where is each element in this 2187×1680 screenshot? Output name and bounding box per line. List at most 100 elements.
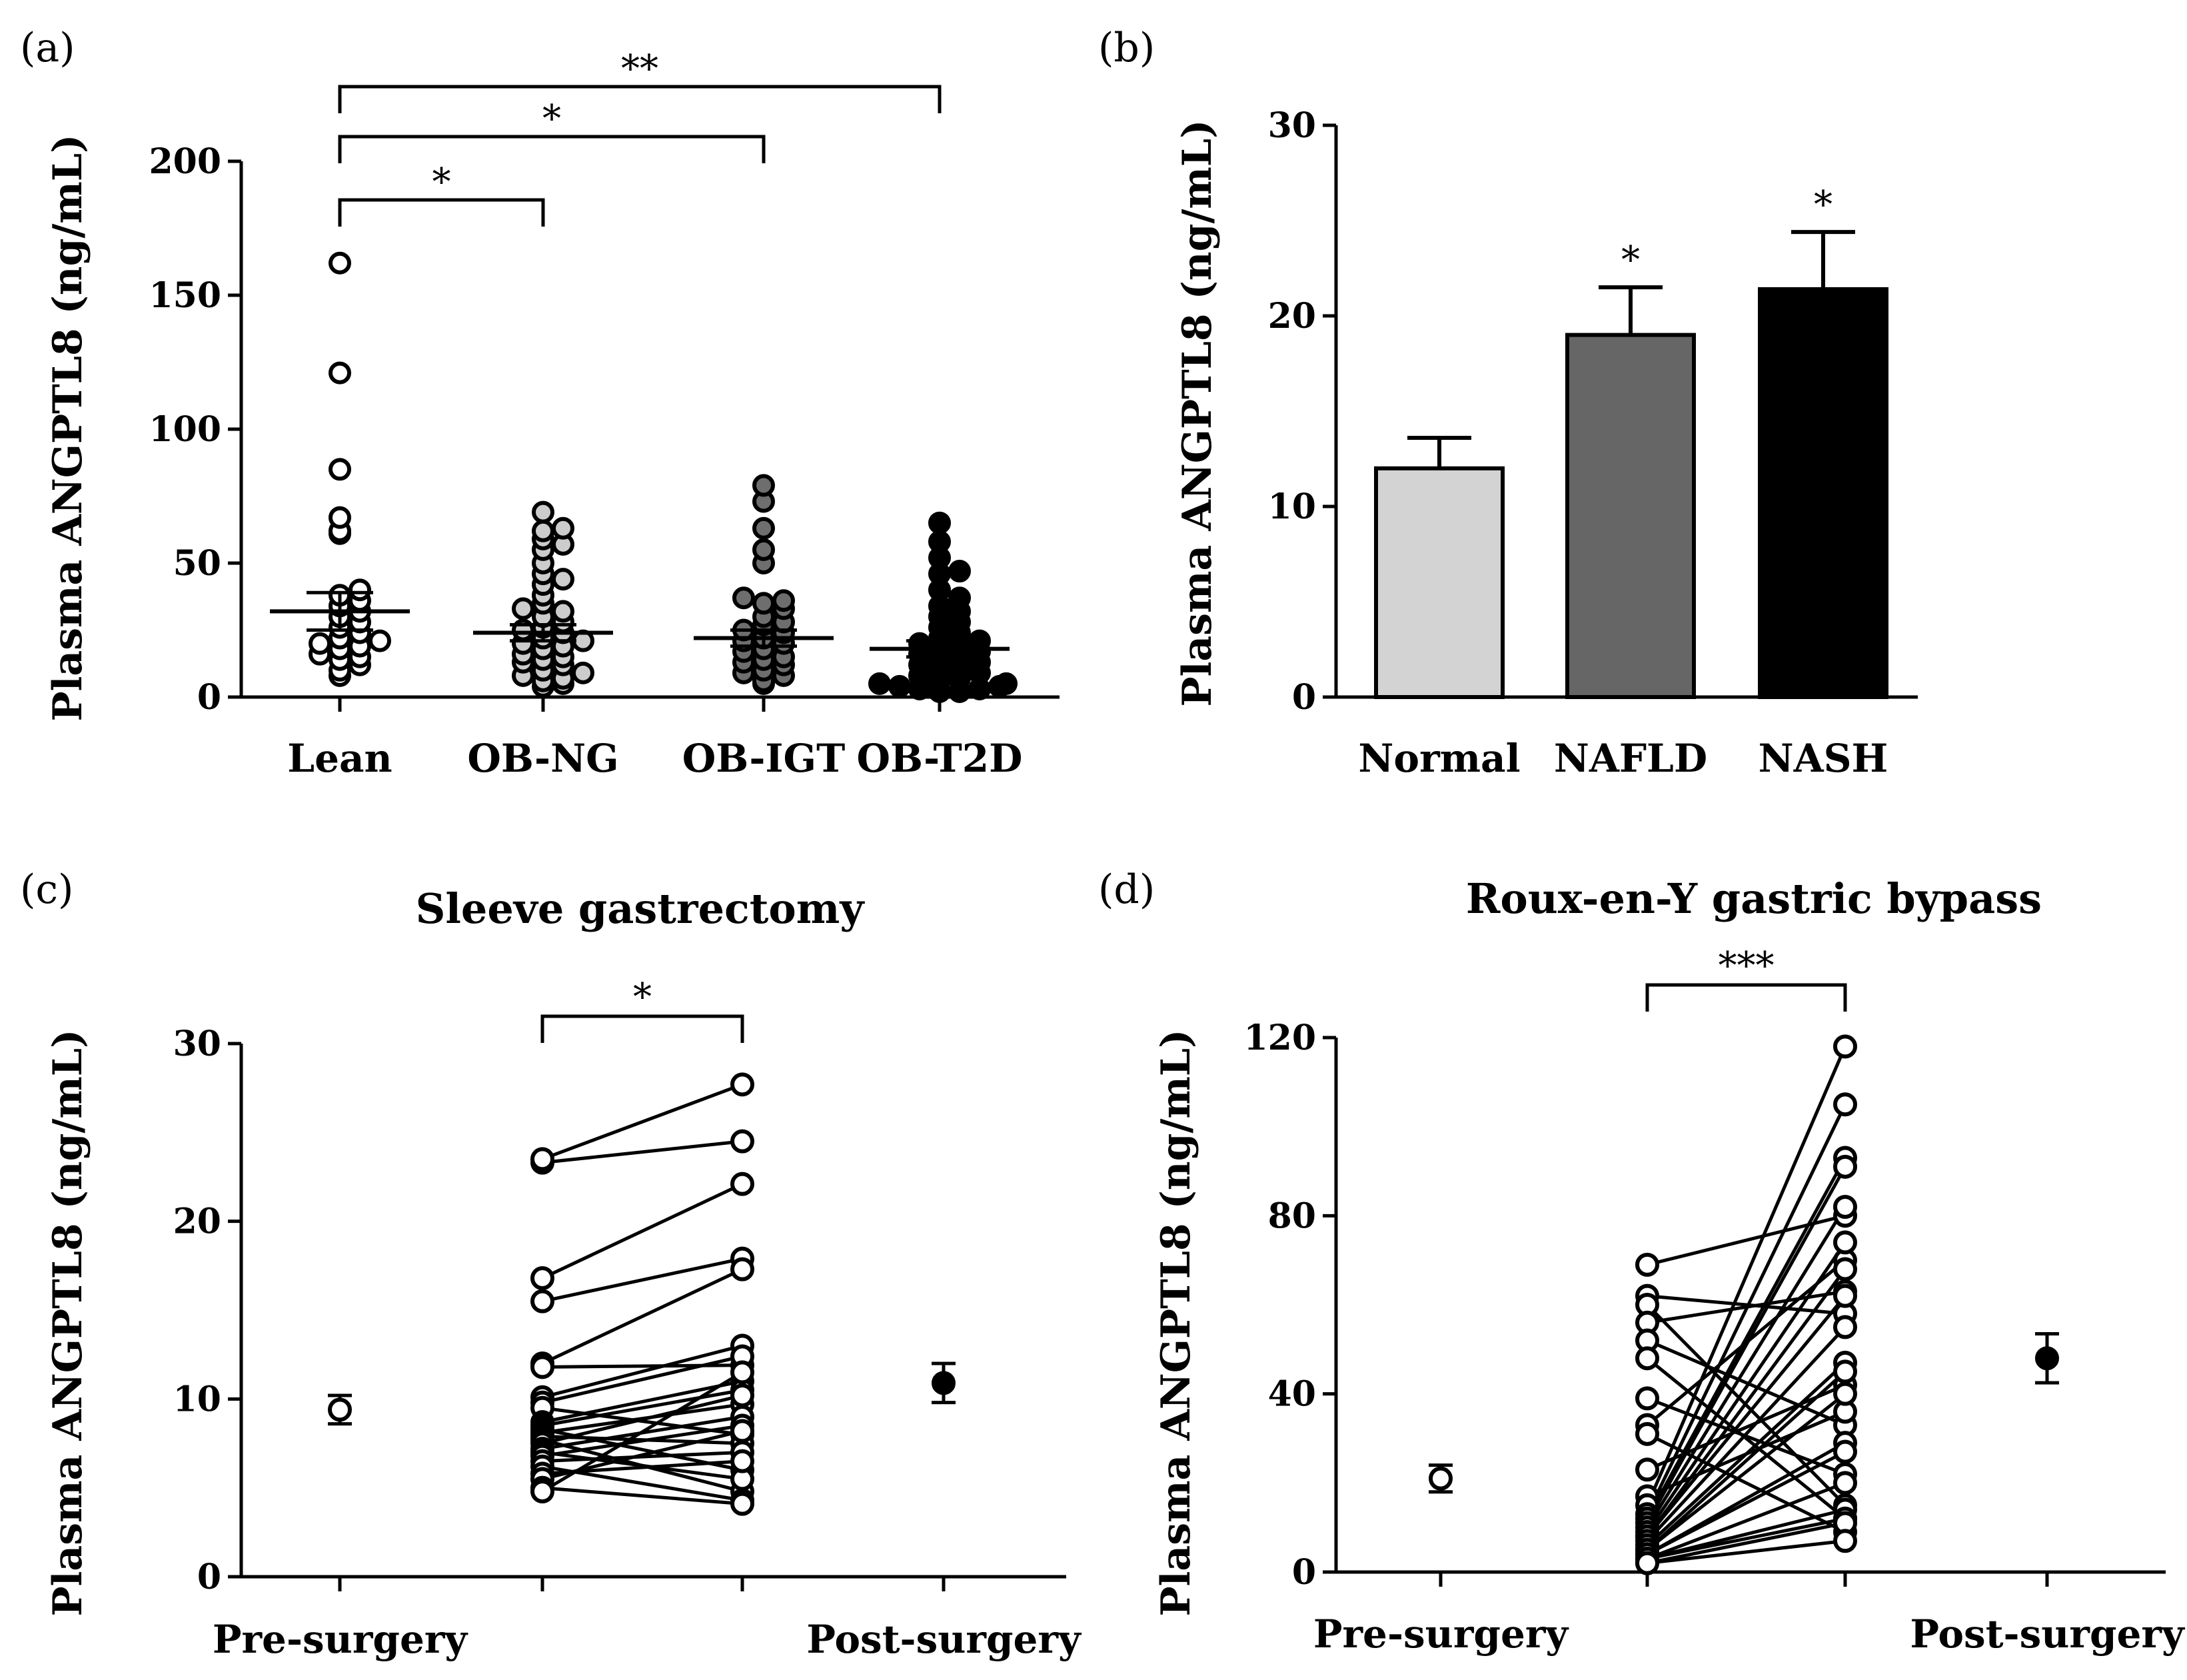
panel-a-point: [572, 661, 594, 684]
panel-a-y-tick-label: 200: [149, 141, 221, 182]
panel-a-point: [752, 538, 775, 561]
panel-c-pre-point: [530, 1355, 554, 1379]
panel-a: (a) Plasma ANGPTL8 (ng/mL) 0 50 100 150 200 L…: [20, 25, 1060, 781]
panel-b-significance-label: *: [1621, 239, 1640, 282]
panel-c-post-point: [730, 1383, 754, 1407]
panel-d-significance-label: ***: [1719, 944, 1775, 988]
panel-d-pair-line: [1646, 1295, 1846, 1538]
panel-c-x-label-post: Post-surgery: [806, 1617, 1082, 1662]
panel-c-pair-line: [542, 1450, 743, 1463]
panel-a-point: [888, 674, 911, 698]
panel-c-post-point: [730, 1360, 754, 1385]
panel-a-point: [532, 500, 554, 524]
panel-d-pair-line: [1646, 1392, 1846, 1551]
panel-d-pair-line: [1646, 1450, 1846, 1556]
panel-c-pre-mean-point: [328, 1397, 352, 1422]
panel-c-significance-label: *: [633, 976, 652, 1019]
panel-a-significance-bracket: [338, 198, 545, 227]
panel-a-point: [928, 530, 951, 553]
panel-a-point: [329, 506, 351, 529]
panel-b: (b) Plasma ANGPTL8 (ng/mL) 0 10 20 30 Normal…: [1098, 25, 1918, 781]
panel-a-point: [752, 516, 775, 540]
panel-d-post-point: [1833, 1359, 1857, 1384]
panel-c-significance-bracket: [540, 1014, 744, 1043]
panel-d-y-tick-label: 0: [1292, 1552, 1316, 1593]
panel-c-pair-line: [542, 1423, 743, 1458]
panel-c-pair-line: [542, 1140, 743, 1165]
panel-d-post-point: [1833, 1230, 1857, 1255]
panel-c-pair-line: [542, 1388, 743, 1427]
panel-d-pair-line: [1647, 1521, 1846, 1565]
panel-d-pair-line: [1645, 1046, 1847, 1506]
panel-d-x-label-pre: Pre-surgery: [1313, 1611, 1570, 1657]
panel-a-y-tick-label: 100: [149, 409, 221, 450]
panel-a-significance-bracket: [338, 135, 766, 163]
panel-d-pre-point: [1635, 1551, 1659, 1575]
panel-b-x-tick-label: NAFLD: [1554, 736, 1707, 781]
panel-d-x-label-post: Post-surgery: [1910, 1611, 2186, 1657]
panel-d-pair-line: [1645, 1104, 1847, 1515]
panel-d-post-point: [1833, 1439, 1857, 1464]
panel-c-pair-line: [542, 1393, 743, 1445]
panel-c-pair-line: [541, 1267, 744, 1365]
panel-a-significance-label: *: [432, 161, 451, 204]
panel-a-point: [329, 458, 351, 481]
panel-c-post-mean-point: [932, 1371, 956, 1395]
panel-d-pre-point: [1635, 1421, 1659, 1446]
panel-c-pair-line: [542, 1257, 743, 1303]
panel-a-y-tick-label: 50: [173, 543, 221, 584]
panel-d-post-point: [1833, 1381, 1857, 1406]
panel-d-ylabel: Plasma ANGPTL8 (ng/mL): [1153, 1030, 1199, 1617]
panel-a-x-tick-label: OB-IGT: [682, 736, 846, 781]
panel-d-pair-line: [1645, 1242, 1847, 1533]
panel-c-y-tick-label: 20: [173, 1202, 221, 1242]
panel-d-y-tick-label: 80: [1268, 1196, 1316, 1236]
panel-a-significance-label: **: [621, 47, 658, 91]
panel-a-label: (a): [20, 25, 75, 71]
panel-c-post-point: [730, 1072, 754, 1097]
panel-d-pair-line: [1646, 1370, 1846, 1551]
panel-c-pre-point: [530, 1289, 554, 1313]
panel-a-point: [868, 672, 891, 695]
panel-d-pair-line: [1646, 1325, 1846, 1542]
panel-b-ylabel: Plasma ANGPTL8 (ng/mL): [1174, 120, 1221, 707]
panel-a-y-tick-label: 0: [197, 677, 221, 718]
panel-d-pair-line: [1647, 1294, 1846, 1315]
panel-c-post-point: [730, 1491, 754, 1516]
panel-c-post-point: [730, 1419, 754, 1443]
panel-a-point: [928, 511, 951, 534]
panel-a-point: [752, 592, 775, 615]
panel-d: (d) Roux-en-Y gastric bypass Plasma ANGP…: [1098, 866, 2186, 1657]
panel-a-point: [995, 672, 1018, 695]
panel-c-pre-point: [530, 1147, 554, 1172]
panel-d-pre-point: [1635, 1346, 1659, 1371]
panel-b-bar: [1374, 466, 1505, 699]
panel-c-title: Sleeve gastrectomy: [416, 884, 866, 933]
panel-c-pair-line: [542, 1450, 743, 1481]
panel-c: (c) Sleeve gastrectomy Plasma ANGPTL8 (n…: [20, 866, 1082, 1662]
panel-a-point: [948, 586, 971, 610]
panel-d-post-point: [1833, 1092, 1857, 1117]
panel-a-point: [512, 597, 534, 620]
panel-b-y-tick-label: 20: [1268, 296, 1316, 337]
panel-c-label: (c): [20, 866, 73, 913]
panel-d-post-point: [1833, 1283, 1857, 1308]
panel-a-point: [329, 361, 351, 385]
panel-b-x-tick-label: Normal: [1358, 736, 1520, 781]
panel-d-post-point: [1833, 1529, 1857, 1553]
panel-c-pair-line: [542, 1082, 743, 1161]
panel-b-x-tick-label: NASH: [1759, 736, 1888, 781]
panel-a-point: [772, 589, 795, 612]
panel-c-pre-point: [530, 1479, 554, 1503]
panel-a-point: [948, 560, 971, 583]
panel-c-pre-point: [530, 1266, 554, 1290]
panel-d-pair-line: [1646, 1432, 1846, 1534]
panel-d-significance-bracket: [1645, 983, 1847, 1012]
panel-c-pair-line: [542, 1363, 743, 1369]
panel-d-pair-line: [1646, 1357, 1846, 1520]
panel-a-significance-label: *: [542, 97, 561, 141]
panel-d-pair-line: [1647, 1539, 1846, 1565]
panel-c-pair-line: [542, 1486, 743, 1506]
panel-d-post-point: [1833, 1257, 1857, 1281]
panel-c-post-point: [730, 1257, 754, 1281]
